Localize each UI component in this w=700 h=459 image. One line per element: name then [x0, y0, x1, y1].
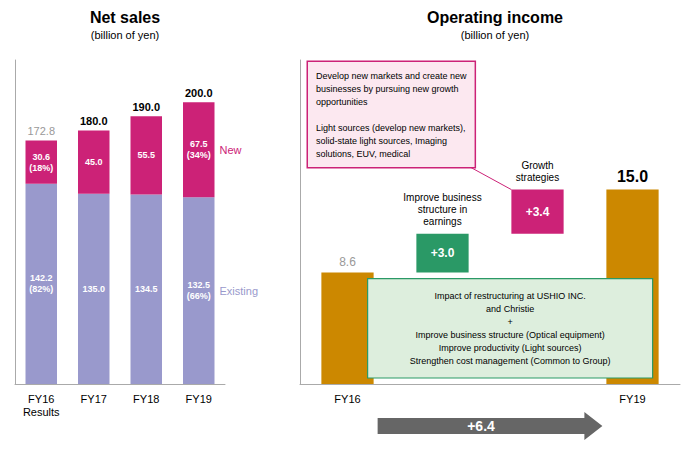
svg-text:(34%): (34%) [187, 150, 211, 160]
svg-text:45.0: 45.0 [85, 157, 103, 167]
svg-text:Impact of restructuring at USH: Impact of restructuring at USHIO INC. [435, 291, 586, 301]
svg-text:earnings: earnings [423, 216, 461, 227]
svg-text:Net sales: Net sales [90, 9, 160, 26]
svg-text:+: + [507, 317, 512, 327]
svg-text:solutions, EUV, medical: solutions, EUV, medical [316, 149, 410, 159]
svg-text:(66%): (66%) [187, 291, 211, 301]
svg-text:opportunities: opportunities [316, 97, 368, 107]
svg-text:FY19: FY19 [619, 393, 645, 405]
svg-text:190.0: 190.0 [132, 101, 160, 113]
svg-text:Light sources (develop new mar: Light sources (develop new markets), [316, 123, 466, 133]
svg-text:180.0: 180.0 [80, 115, 108, 127]
svg-text:134.5: 134.5 [135, 284, 158, 294]
svg-text:132.5: 132.5 [187, 280, 210, 290]
svg-text:(82%): (82%) [29, 284, 53, 294]
svg-text:55.5: 55.5 [137, 150, 155, 160]
svg-text:Growth: Growth [521, 160, 553, 171]
svg-text:Results: Results [23, 406, 60, 418]
svg-text:+3.0: +3.0 [431, 246, 455, 260]
svg-text:67.5: 67.5 [190, 139, 208, 149]
svg-text:businesses by pursuing new gro: businesses by pursuing new growth [316, 84, 459, 94]
svg-text:(billion of yen): (billion of yen) [91, 29, 159, 41]
svg-text:Operating income: Operating income [427, 9, 563, 26]
svg-text:Improve business structure (Op: Improve business structure (Optical equi… [416, 330, 605, 340]
svg-text:New: New [220, 144, 242, 156]
svg-text:30.6: 30.6 [32, 152, 50, 162]
svg-text:FY16: FY16 [334, 393, 360, 405]
svg-text:+3.4: +3.4 [526, 205, 550, 219]
svg-text:(18%): (18%) [29, 163, 53, 173]
svg-text:(billion of yen): (billion of yen) [461, 29, 529, 41]
svg-text:Existing: Existing [220, 285, 259, 297]
svg-text:142.2: 142.2 [30, 273, 53, 283]
svg-text:Develop new markets and create: Develop new markets and create new [316, 71, 467, 81]
svg-text:135.0: 135.0 [82, 284, 105, 294]
svg-text:15.0: 15.0 [617, 168, 648, 185]
svg-text:172.8: 172.8 [27, 125, 55, 137]
svg-text:structure in: structure in [418, 204, 467, 215]
svg-text:solid-state light sources, Ima: solid-state light sources, Imaging [316, 136, 447, 146]
svg-text:FY18: FY18 [133, 393, 159, 405]
svg-text:strategies: strategies [516, 172, 559, 183]
svg-text:FY19: FY19 [186, 393, 212, 405]
svg-text:Strengthen cost management (Co: Strengthen cost management (Common to Gr… [410, 356, 611, 366]
svg-text:and Christie: and Christie [486, 304, 534, 314]
svg-text:Improve business: Improve business [403, 192, 481, 203]
svg-text:FY17: FY17 [81, 393, 107, 405]
svg-text:FY16: FY16 [28, 393, 54, 405]
svg-text:200.0: 200.0 [185, 87, 213, 99]
svg-text:+6.4: +6.4 [467, 418, 495, 434]
svg-text:8.6: 8.6 [339, 255, 356, 269]
svg-text:Improve productivity (Light so: Improve productivity (Light sources) [439, 343, 582, 353]
